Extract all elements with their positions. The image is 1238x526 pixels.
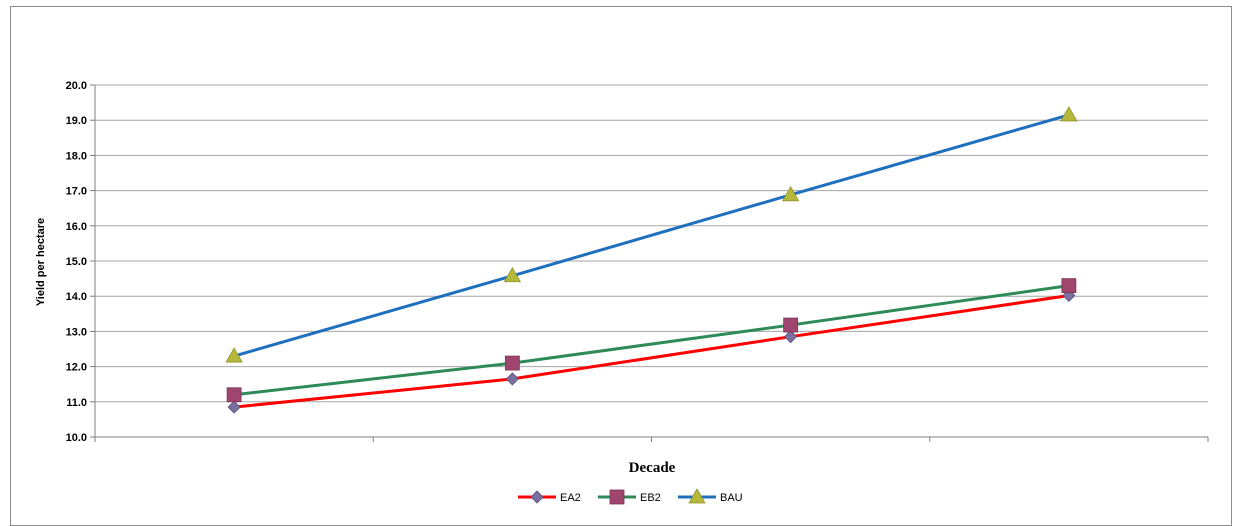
- y-tick-label: 11.0: [66, 397, 87, 409]
- y-tick-label: 15.0: [66, 256, 87, 268]
- y-tick-label: 20.0: [66, 80, 87, 92]
- data-point-eb2: [783, 317, 799, 333]
- y-tick-label: 12.0: [66, 362, 87, 374]
- x-axis-label: Decade: [629, 460, 676, 476]
- data-point-ea2: [227, 400, 241, 414]
- legend-label-ea2: EA2: [560, 492, 581, 504]
- series-markers: [225, 106, 1078, 414]
- y-tick-labels: 10.0 11.0 12.0 13.0 14.0 15.0 16.0 17.0 18.0 19.0…: [66, 80, 87, 444]
- legend-marker-eb2: [609, 489, 625, 505]
- axes: [94, 85, 1209, 442]
- chart-frame: [10, 6, 1232, 526]
- legend-label-bau: BAU: [720, 492, 743, 504]
- series-line-ea2: [233, 294, 1070, 409]
- y-tick-label: 17.0: [66, 186, 87, 198]
- y-tick-label: 19.0: [66, 115, 87, 127]
- legend-marker-bau: [688, 488, 706, 504]
- grid-lines: [90, 84, 1208, 438]
- data-point-eb2: [1061, 278, 1077, 294]
- data-point-ea2: [505, 372, 519, 386]
- legend: EA2 EB2 BAU: [518, 488, 743, 505]
- y-tick-label: 13.0: [66, 326, 87, 338]
- data-point-eb2: [504, 355, 520, 371]
- y-tick-label: 14.0: [66, 291, 87, 303]
- y-axis-label: Yield per hectare: [35, 218, 47, 306]
- y-tick-label: 16.0: [66, 221, 87, 233]
- series-line-bau: [233, 113, 1070, 358]
- data-point-eb2: [226, 387, 242, 403]
- data-point-bau: [225, 347, 243, 363]
- data-point-bau: [1060, 106, 1078, 122]
- legend-marker-ea2: [530, 490, 544, 504]
- y-tick-label: 18.0: [66, 150, 87, 162]
- y-tick-label: 10.0: [66, 432, 87, 444]
- data-point-ea2: [784, 330, 798, 344]
- data-point-bau: [781, 186, 800, 202]
- legend-label-eb2: EB2: [640, 492, 661, 504]
- series-lines: [233, 113, 1070, 409]
- series-line-eb2: [233, 284, 1070, 397]
- data-point-bau: [503, 266, 522, 283]
- line-chart: 10.0 11.0 12.0 13.0 14.0 15.0 16.0 17.0 18.0 19.0…: [35, 80, 1209, 505]
